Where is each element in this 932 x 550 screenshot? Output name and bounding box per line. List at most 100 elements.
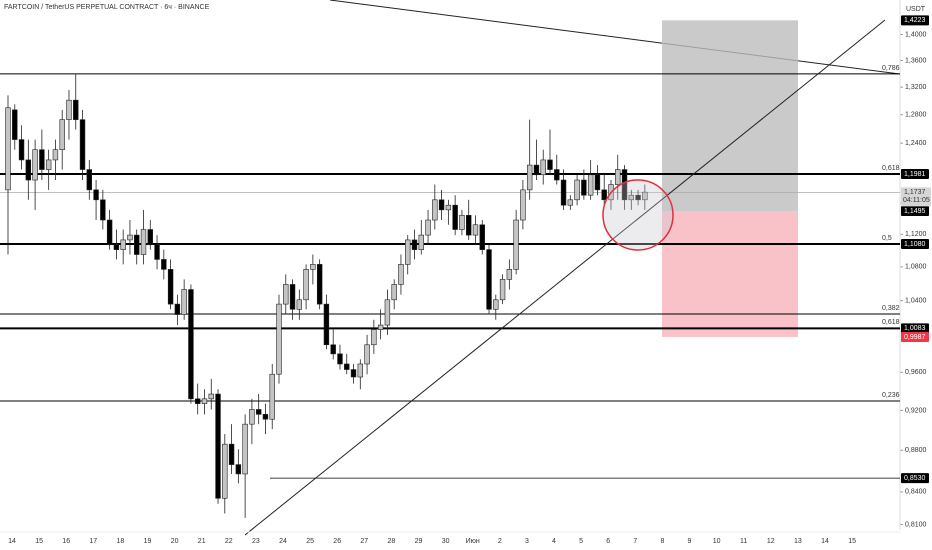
trend-line: [329, 0, 901, 75]
candle-body: [425, 219, 431, 236]
x-tick-label: 21: [198, 538, 206, 545]
fib-label: 0,618: [882, 165, 900, 172]
x-tick-label: 6: [606, 538, 610, 545]
x-tick-label: 22: [225, 538, 233, 545]
price-label-box: [901, 15, 929, 26]
candle-body: [316, 264, 323, 305]
candle-body: [215, 393, 221, 499]
candle-body: [45, 159, 52, 170]
x-tick-label: 14: [821, 538, 829, 545]
candle-body: [188, 289, 194, 400]
candle-body: [540, 159, 546, 176]
x-tick-label: 20: [171, 538, 179, 545]
price-label-box: [901, 168, 929, 179]
candle-body: [337, 353, 343, 365]
highlight-circle: [602, 179, 674, 251]
candle-body: [445, 204, 452, 211]
candle-body: [574, 179, 580, 201]
candle-body: [39, 149, 45, 170]
x-tick-label: 16: [62, 538, 70, 545]
candle-body: [106, 219, 113, 246]
x-tick-label: 26: [333, 538, 341, 545]
x-tick-label: 29: [415, 538, 423, 545]
candle-body: [642, 191, 648, 201]
candle-body: [289, 284, 296, 310]
candle-body: [147, 229, 153, 246]
y-tick-label: 1,2800: [905, 112, 927, 119]
candle-body: [161, 259, 167, 270]
candle-body: [513, 219, 519, 270]
price-label: 1,1080: [904, 241, 926, 248]
candle-body: [269, 373, 275, 420]
price-label-box: [901, 331, 929, 342]
candle-body: [5, 107, 11, 191]
x-tick-label: 5: [579, 538, 583, 545]
y-tick-label: 0,9600: [905, 369, 927, 376]
candle-body: [493, 299, 499, 310]
fib-label: 0,5: [882, 235, 892, 242]
candle-body: [310, 264, 316, 270]
candle-body: [181, 289, 187, 315]
candle-body: [560, 179, 567, 206]
candle-body: [506, 269, 513, 280]
candle-body: [242, 423, 248, 475]
candle-body: [554, 169, 560, 181]
last-price-box: [901, 187, 931, 207]
price-label: 1,1981: [904, 171, 926, 178]
candle-body: [432, 199, 438, 221]
candle-body: [520, 189, 526, 221]
candle-body: [79, 119, 86, 170]
x-tick-label: 12: [767, 538, 775, 545]
x-tick-label: 17: [89, 538, 97, 545]
y-tick-label: 0,9200: [905, 407, 927, 414]
x-tick-label: 11: [740, 538, 747, 545]
x-tick-label: 18: [117, 538, 125, 545]
candle-body: [283, 284, 289, 305]
candle-body: [371, 329, 377, 346]
candle-body: [32, 149, 38, 181]
candle-body: [344, 363, 350, 370]
candle-body: [601, 189, 607, 201]
x-tick-label: 30: [442, 538, 450, 545]
currency: USDT: [906, 6, 926, 13]
candle-body: [581, 179, 587, 196]
candle-body: [398, 264, 404, 285]
price-label-box: [901, 206, 929, 217]
candle-body: [201, 398, 208, 404]
x-tick-label: 13: [794, 538, 802, 545]
candle-body: [459, 215, 465, 230]
candle-body: [567, 199, 574, 206]
candle-body: [255, 409, 262, 415]
candle-body: [452, 204, 458, 230]
candle-body: [323, 303, 330, 346]
candle-body: [533, 164, 540, 176]
candle-body: [25, 159, 32, 181]
fib-label: 0,786: [882, 65, 900, 72]
x-tick-label: 4: [552, 538, 556, 545]
y-tick-label: 1,4000: [905, 31, 927, 38]
candle-body: [66, 99, 72, 120]
candle-body: [276, 303, 282, 375]
candle-body: [526, 164, 533, 191]
last-price-label: 1,1737: [904, 189, 926, 196]
x-tick-label: 8: [660, 538, 664, 545]
x-tick-label: 15: [848, 538, 856, 545]
candle-body: [418, 234, 424, 250]
candle-body: [208, 393, 214, 400]
price-label: 0,8530: [904, 475, 926, 482]
price-label-box: [901, 238, 929, 249]
x-tick-label: 2: [498, 538, 502, 545]
candle-body: [628, 194, 635, 201]
candle-body: [621, 169, 628, 201]
x-tick-label: 7: [633, 538, 637, 545]
trend-line: [244, 19, 886, 536]
candle-body: [364, 344, 370, 365]
y-tick-label: 1,0400: [905, 298, 927, 305]
y-tick-label: 0,8800: [905, 447, 927, 454]
x-tick-label: 27: [360, 538, 368, 545]
fib-label: 0,618: [882, 319, 900, 326]
candle-body: [330, 344, 336, 355]
y-tick-label: 1,2400: [905, 140, 927, 147]
candle-body: [547, 159, 553, 170]
